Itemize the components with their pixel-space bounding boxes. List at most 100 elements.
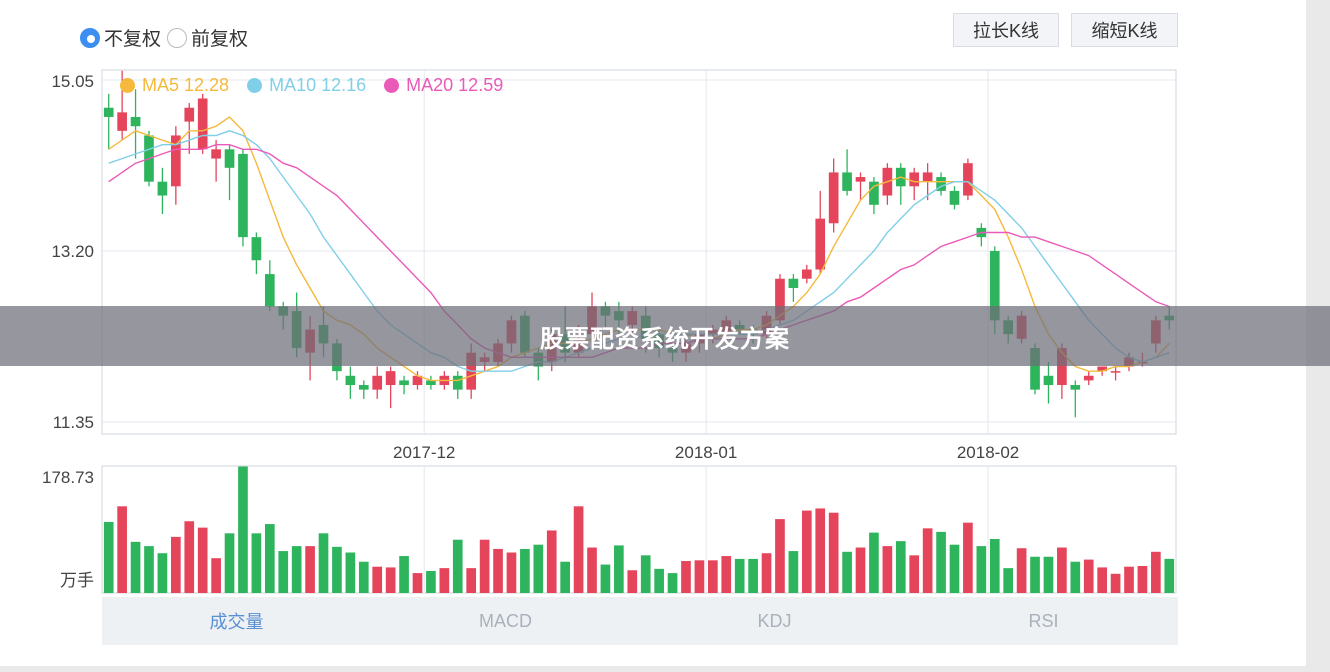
volume-bar (546, 530, 557, 593)
volume-bar (318, 533, 329, 593)
volume-bar (1070, 561, 1081, 593)
volume-bar (1030, 556, 1040, 593)
volume-bar (895, 541, 906, 593)
volume-bar (694, 560, 705, 593)
candle-body (869, 181, 879, 205)
volume-bar (614, 545, 624, 593)
volume-bar (708, 560, 718, 593)
volume-bar (144, 546, 154, 593)
volume-bar (278, 551, 289, 593)
candle-body (399, 380, 409, 386)
lengthen-kline-button[interactable]: 拉长K线 (953, 13, 1059, 47)
volume-bar (761, 553, 772, 593)
volume-bar (157, 553, 168, 593)
volume-bar (963, 522, 973, 593)
volume-bar (520, 548, 530, 593)
tab-kdj[interactable]: KDJ (757, 610, 792, 631)
candle-body (1043, 375, 1054, 386)
volume-bar (815, 508, 826, 593)
volume-bar (560, 561, 570, 593)
radio-label-forward-adjust: 前复权 (191, 29, 249, 50)
indicator-tabs: 成交量 MACD KDJ RSI (102, 597, 1178, 645)
volume-bar (452, 539, 463, 593)
volume-bar (291, 546, 302, 593)
volume-bar (426, 570, 436, 593)
volume-bar (332, 546, 342, 593)
candle-body (815, 218, 826, 270)
candle-body (157, 181, 168, 196)
candle-body (909, 172, 920, 187)
volume-bar (1124, 566, 1134, 593)
legend-dot-ma5 (120, 78, 135, 93)
legend-value-ma10: 12.16 (321, 75, 367, 95)
candle-body (801, 269, 812, 279)
candle-body (922, 172, 933, 182)
candle-body (1030, 348, 1040, 390)
volume-bar (882, 546, 893, 593)
candle-body (130, 116, 141, 127)
volume-bar (748, 558, 758, 593)
volume-bar (734, 558, 745, 593)
volume-grid (101, 465, 1177, 594)
shorten-kline-button[interactable]: 缩短K线 (1071, 13, 1178, 47)
candle-body (197, 98, 208, 150)
price-tick-low: 11.35 (53, 413, 94, 432)
volume-bar (211, 558, 221, 593)
volume-bar (1164, 558, 1175, 593)
volume-bar (949, 544, 960, 593)
volume-bar (466, 568, 477, 593)
adjustment-radio-group: 不复权 前复权 (80, 24, 254, 51)
candle-body (251, 237, 262, 261)
candle-body (842, 172, 852, 191)
volume-bar (842, 551, 852, 593)
tab-macd[interactable]: MACD (479, 610, 532, 631)
candle-body (238, 153, 248, 238)
price-grid (101, 69, 1177, 435)
legend-name-ma10: MA10 (269, 75, 317, 95)
candle-body (775, 278, 785, 321)
candle-body (372, 375, 383, 390)
volume-bar (627, 570, 638, 593)
volume-bar (345, 552, 356, 593)
volume-bar (412, 573, 423, 593)
candle-body (385, 371, 396, 386)
volume-bar (103, 521, 114, 593)
volume-bar (305, 546, 315, 593)
candle-body (103, 107, 114, 117)
tab-rsi[interactable]: RSI (1028, 610, 1059, 631)
legend-name-ma20: MA20 (406, 75, 454, 95)
volume-bar (130, 541, 141, 593)
tab-volume[interactable]: 成交量 (209, 612, 264, 632)
candle-body (963, 163, 973, 196)
radio-no-adjust[interactable]: 不复权 (80, 24, 161, 51)
legend-ma5: MA5 12.28 (120, 75, 229, 96)
volume-tick-max: 178.73 (42, 468, 94, 487)
volume-bar (264, 524, 275, 593)
candle-body (224, 149, 235, 168)
volume-bar (358, 561, 369, 593)
volume-bar (493, 548, 503, 593)
candle-body (171, 135, 181, 187)
volume-bar (533, 544, 544, 593)
volume-bar (640, 555, 651, 593)
candle-body (452, 375, 463, 390)
candle-body (211, 149, 221, 159)
volume-bar (399, 556, 409, 593)
volume-bar (1057, 547, 1067, 593)
candle-body (855, 177, 866, 182)
bottom-edge-strip (0, 666, 1330, 672)
radio-forward-adjust[interactable]: 前复权 (167, 24, 248, 51)
volume-bar (506, 552, 517, 593)
volume-bar (224, 533, 235, 593)
volume-bar (721, 556, 732, 593)
volume-bars (103, 466, 1175, 593)
legend-dot-ma10 (247, 78, 263, 93)
candle-body (184, 107, 195, 122)
candle-body (264, 274, 275, 307)
legend-name-ma5: MA5 (142, 75, 180, 95)
volume-bar (828, 512, 839, 593)
candle-body (1070, 385, 1081, 390)
volume-bar (251, 533, 262, 593)
volume-bar (1151, 551, 1161, 593)
